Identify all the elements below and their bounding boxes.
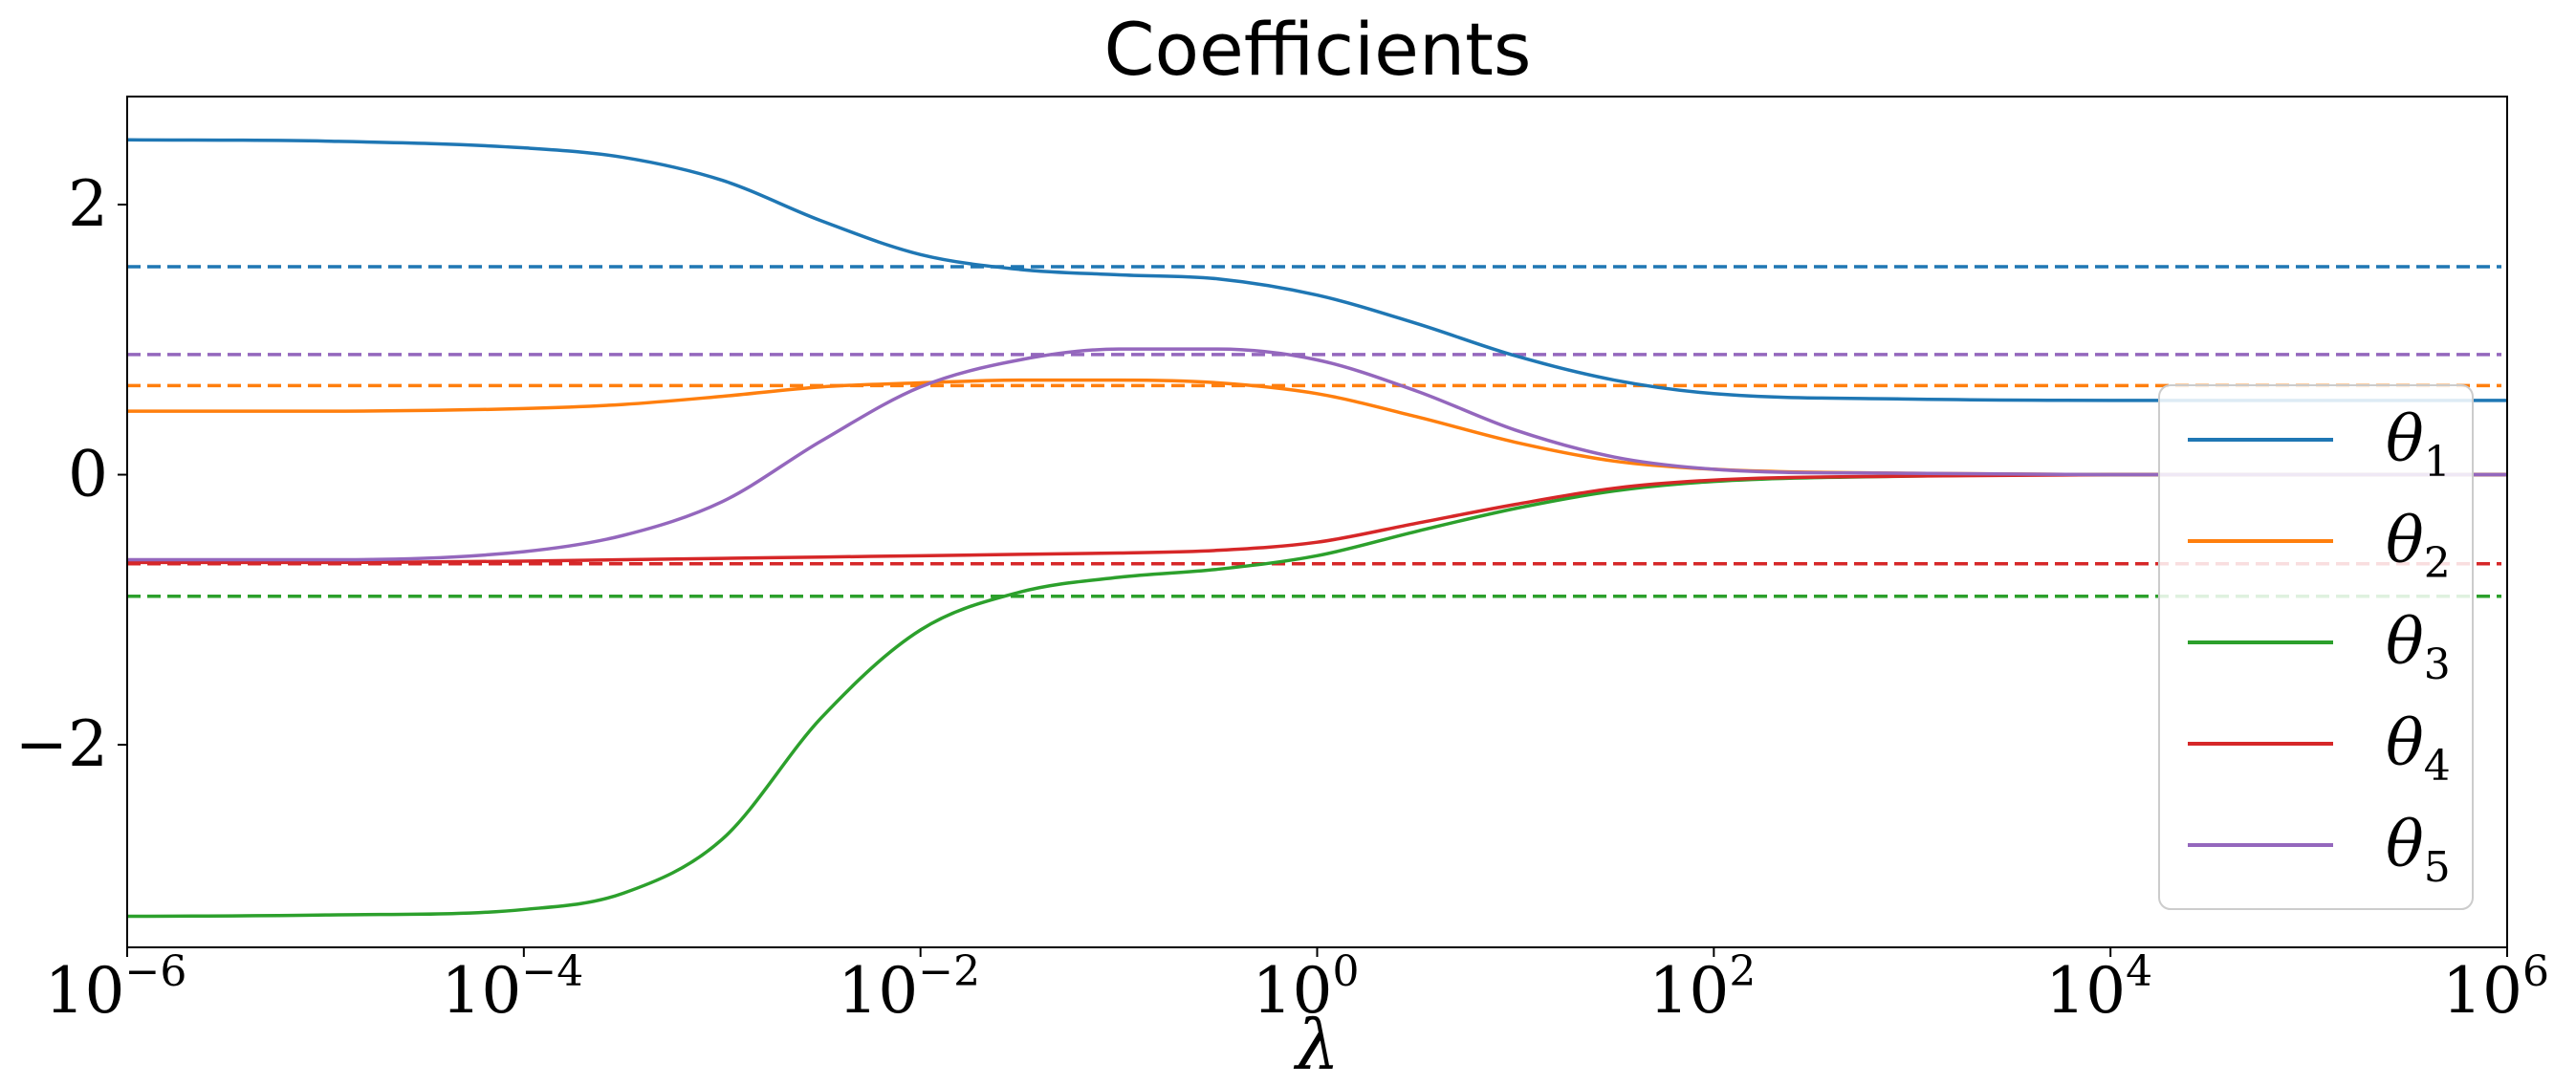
x-tick-exponent: 4 (2126, 947, 2152, 996)
legend-subscript: 1 (2424, 438, 2451, 487)
x-tick-label: 106 (2442, 947, 2549, 1028)
legend-label-theta-3: θ3 (2386, 605, 2451, 689)
series-line-theta-2 (127, 378, 2507, 477)
x-axis-label: λ (1293, 1005, 1340, 1085)
y-tick-label: −2 (15, 707, 108, 781)
chart-title: Coefficients (1103, 7, 1531, 92)
plot-frame (126, 96, 2508, 948)
y-tick-label: 2 (68, 167, 108, 241)
x-tick-exponent: 6 (2522, 947, 2549, 996)
legend-label-theta-4: θ4 (2386, 706, 2451, 791)
x-tick-label: 104 (2045, 947, 2152, 1028)
y-tick-label: 0 (68, 438, 108, 511)
x-tick-exponent: −4 (521, 947, 583, 996)
legend-subscript: 4 (2424, 742, 2451, 791)
series-line-theta-1 (126, 138, 2507, 402)
series-line-theta-4 (127, 472, 2507, 565)
legend-subscript: 2 (2424, 539, 2451, 588)
x-tick-label: 10−4 (441, 947, 583, 1028)
x-tick-label: 10−6 (45, 947, 187, 1028)
x-tick-exponent: 0 (1332, 947, 1359, 996)
x-tick-exponent: −6 (125, 947, 187, 996)
x-tick-label: 10−2 (838, 947, 980, 1028)
series-line-theta-5 (126, 347, 2507, 562)
legend-subscript: 5 (2424, 843, 2451, 892)
legend-subscript: 3 (2424, 640, 2451, 689)
legend-box (2158, 384, 2474, 910)
x-tick-exponent: −2 (918, 947, 980, 996)
x-tick-exponent: 2 (1729, 947, 1756, 996)
x-tick-label: 102 (1648, 947, 1756, 1028)
